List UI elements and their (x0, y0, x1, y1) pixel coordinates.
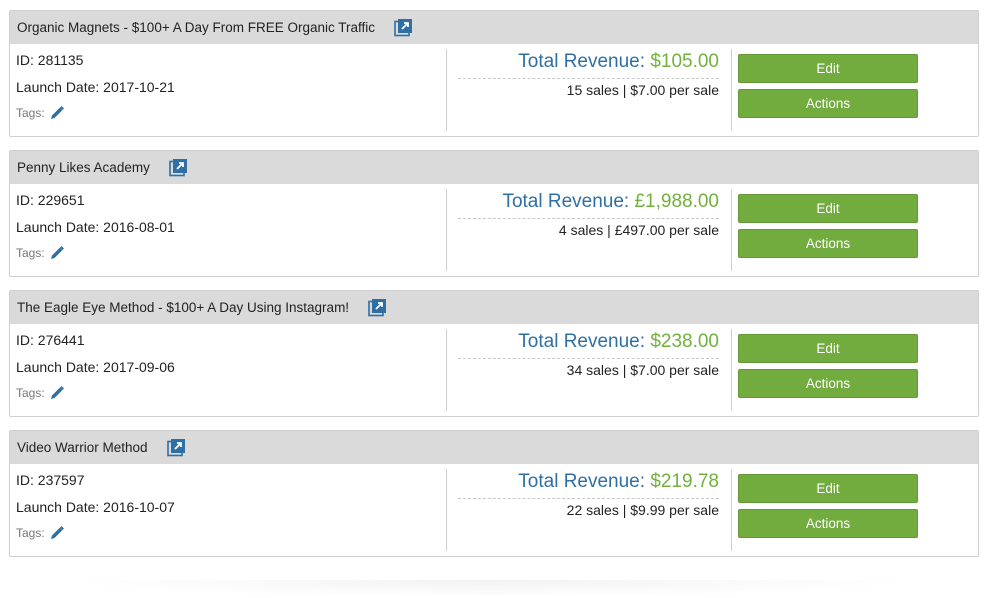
revenue-summary: Total Revenue: £1,988.00 4 sales | £497.… (447, 189, 732, 271)
sales-summary: 22 sales | $9.99 per sale (566, 502, 719, 518)
total-revenue: Total Revenue: £1,988.00 (458, 189, 719, 219)
tags-row: Tags: (16, 245, 446, 261)
launch-date: Launch Date: 2017-10-21 (16, 79, 175, 95)
edit-button[interactable]: Edit (738, 474, 918, 503)
product-id: ID: 229651 (16, 192, 85, 208)
product-title: Organic Magnets - $100+ A Day From FREE … (17, 20, 376, 35)
product-header: Video Warrior Method (10, 431, 978, 464)
edit-button[interactable]: Edit (738, 334, 918, 363)
sales-summary: 34 sales | $7.00 per sale (566, 362, 719, 378)
product-info: ID: 276441 Launch Date: 2017-09-06 Tags: (10, 329, 447, 411)
product-header: The Eagle Eye Method - $100+ A Day Using… (10, 291, 978, 324)
total-revenue: Total Revenue: $219.78 (458, 469, 719, 499)
revenue-amount: £1,988.00 (634, 191, 719, 212)
product-info: ID: 281135 Launch Date: 2017-10-21 Tags: (10, 49, 447, 131)
pencil-icon[interactable] (49, 525, 65, 541)
product-id: ID: 237597 (16, 472, 85, 488)
tags-label: Tags: (16, 106, 45, 120)
footer-shadow (60, 580, 920, 598)
revenue-amount: $219.78 (650, 471, 719, 492)
product-header: Organic Magnets - $100+ A Day From FREE … (10, 11, 978, 44)
product-title: Penny Likes Academy (17, 160, 150, 175)
pencil-icon[interactable] (49, 105, 65, 121)
revenue-summary: Total Revenue: $219.78 22 sales | $9.99 … (447, 469, 732, 551)
tags-label: Tags: (16, 526, 45, 540)
actions-button[interactable]: Actions (738, 89, 918, 118)
tags-row: Tags: (16, 385, 446, 401)
launch-date: Launch Date: 2017-09-06 (16, 359, 175, 375)
total-revenue: Total Revenue: $238.00 (458, 329, 719, 359)
actions-button[interactable]: Actions (738, 229, 918, 258)
revenue-amount: $238.00 (650, 331, 719, 352)
tags-label: Tags: (16, 386, 45, 400)
actions-button[interactable]: Actions (738, 509, 918, 538)
external-link-icon[interactable] (166, 438, 186, 457)
tags-label: Tags: (16, 246, 45, 260)
product-id: ID: 281135 (16, 52, 84, 68)
external-link-icon[interactable] (169, 158, 188, 177)
revenue-summary: Total Revenue: $105.00 15 sales | $7.00 … (447, 49, 732, 131)
external-link-icon[interactable] (368, 298, 387, 317)
product-list: Organic Magnets - $100+ A Day From FREE … (9, 10, 979, 570)
product-card: The Eagle Eye Method - $100+ A Day Using… (9, 290, 979, 417)
external-link-icon[interactable] (394, 18, 413, 37)
edit-button[interactable]: Edit (738, 194, 918, 223)
total-revenue: Total Revenue: $105.00 (458, 49, 719, 79)
product-id: ID: 276441 (16, 332, 85, 348)
pencil-icon[interactable] (49, 385, 65, 401)
revenue-amount: $105.00 (650, 51, 719, 72)
revenue-summary: Total Revenue: $238.00 34 sales | $7.00 … (447, 329, 732, 411)
edit-button[interactable]: Edit (738, 54, 918, 83)
launch-date: Launch Date: 2016-10-07 (16, 499, 175, 515)
launch-date: Launch Date: 2016-08-01 (16, 219, 175, 235)
product-card: Video Warrior Method ID: 237597 Launch D… (9, 430, 979, 557)
product-title: Video Warrior Method (17, 440, 148, 455)
product-header: Penny Likes Academy (10, 151, 978, 184)
tags-row: Tags: (16, 525, 446, 541)
sales-summary: 4 sales | £497.00 per sale (558, 222, 719, 238)
product-info: ID: 237597 Launch Date: 2016-10-07 Tags: (10, 469, 447, 551)
product-card: Penny Likes Academy ID: 229651 Launch Da… (9, 150, 979, 277)
sales-summary: 15 sales | $7.00 per sale (566, 82, 719, 98)
product-card: Organic Magnets - $100+ A Day From FREE … (9, 10, 979, 137)
tags-row: Tags: (16, 105, 446, 121)
pencil-icon[interactable] (49, 245, 65, 261)
product-title: The Eagle Eye Method - $100+ A Day Using… (17, 300, 350, 315)
product-info: ID: 229651 Launch Date: 2016-08-01 Tags: (10, 189, 447, 271)
actions-button[interactable]: Actions (738, 369, 918, 398)
